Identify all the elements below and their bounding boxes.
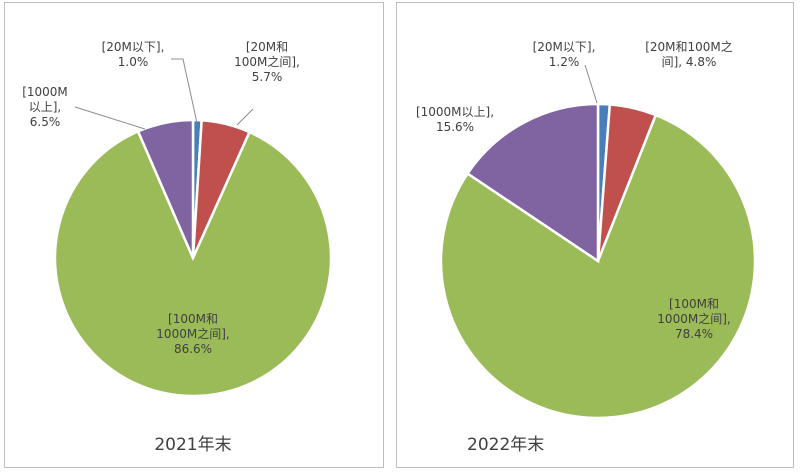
pie-chart-2022: [20M以下], 1.2% [20M和100M之间], 4.8% [100M和 1000… — [416, 40, 757, 455]
data-label-s20: [20M以下], 1.2% — [533, 40, 596, 69]
data-label-s20-100: [20M和100M之间], 4.8% — [645, 40, 733, 69]
leader-line — [584, 64, 598, 104]
data-label-s100-1000: [100M和 1000M之间], 78.4% — [657, 297, 730, 341]
chart-title: 2022年末 — [467, 435, 544, 455]
pie-slice-s100-1000 — [53, 129, 333, 398]
chart-panel-2021: [20M以下], 1.0% [20M和 100M之间], 5.7% [100M和 1000M… — [4, 2, 384, 468]
leader-line — [171, 58, 198, 124]
chart-title: 2021年末 — [154, 435, 231, 455]
pie-slice-s1000 — [136, 118, 195, 259]
data-label-s1000: [1000M 以上], 6.5% — [22, 85, 68, 129]
data-label-s100-1000: [100M和 1000M之间], 86.6% — [156, 312, 229, 356]
pie-chart-2021: [20M以下], 1.0% [20M和 100M之间], 5.7% [100M和 1000M… — [22, 40, 333, 455]
leader-line — [74, 106, 146, 130]
pie-slice-s100-1000 — [439, 113, 757, 420]
data-label-s20: [20M以下], 1.0% — [102, 40, 165, 69]
data-label-s20-100: [20M和 100M之间], 5.7% — [234, 40, 300, 84]
data-label-s1000: [1000M以上], 15.6% — [416, 105, 494, 134]
pie-slice-s1000 — [465, 102, 600, 264]
chart-panel-2022: [20M以下], 1.2% [20M和100M之间], 4.8% [100M和 1000… — [396, 2, 794, 468]
leader-line — [236, 108, 254, 126]
